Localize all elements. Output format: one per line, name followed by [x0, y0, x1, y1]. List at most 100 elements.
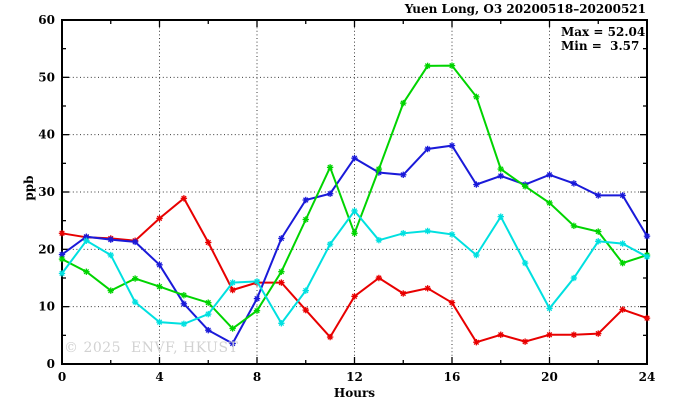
red-marker — [279, 280, 283, 285]
green-marker — [157, 285, 162, 289]
green-marker — [60, 257, 64, 261]
blue-marker — [426, 147, 430, 151]
cyan-marker — [645, 255, 649, 259]
red-marker — [206, 240, 210, 245]
stats-annotation: Max = 52.04 Min = 3.57 — [561, 25, 645, 53]
green-marker — [523, 184, 527, 188]
blue-marker — [572, 181, 576, 185]
chart-title: Yuen Long, O3 20200518–20200521 — [404, 2, 646, 16]
red-marker — [621, 307, 625, 312]
min-value-label: Min = 3.57 — [561, 39, 640, 53]
cyan-marker — [621, 242, 625, 246]
cyan-marker — [60, 271, 64, 276]
cyan-marker — [255, 279, 259, 284]
watermark: © 2025 ENVF, HKUST — [64, 340, 239, 356]
y-tick-label: 50 — [38, 70, 55, 84]
cyan-marker — [450, 232, 454, 237]
blue-marker — [547, 173, 552, 177]
red-marker — [401, 291, 405, 296]
green-marker — [304, 217, 308, 222]
cyan-marker — [523, 261, 527, 265]
x-tick-label: 8 — [253, 370, 261, 384]
blue-marker — [206, 328, 210, 332]
red-marker — [328, 335, 332, 339]
green-marker — [109, 289, 113, 293]
red-marker — [572, 333, 576, 337]
x-tick-label: 16 — [444, 370, 461, 384]
red-marker — [182, 196, 186, 200]
green-marker — [401, 101, 405, 105]
x-tick-label: 4 — [155, 370, 163, 384]
blue-marker — [377, 170, 381, 175]
series-red-line — [61, 196, 648, 344]
cyan-marker — [377, 238, 381, 242]
cyan-marker — [157, 320, 162, 324]
blue-marker — [645, 234, 649, 238]
red-marker — [450, 301, 454, 305]
green-marker — [450, 64, 454, 68]
cyan-marker — [401, 231, 405, 235]
red-marker — [523, 340, 527, 344]
green-marker — [206, 301, 210, 305]
red-marker — [231, 288, 235, 292]
y-tick-label: 30 — [38, 185, 55, 199]
cyan-marker — [133, 300, 137, 304]
green-marker — [182, 293, 186, 297]
blue-marker — [60, 252, 64, 257]
y-axis-label: ppb — [22, 175, 36, 201]
x-axis-label: Hours — [333, 386, 376, 400]
cyan-marker — [84, 239, 88, 243]
blue-marker — [255, 297, 259, 301]
y-tick-label: 10 — [38, 300, 55, 314]
blue-marker — [328, 192, 332, 196]
blue-marker — [109, 237, 113, 242]
green-marker — [84, 270, 88, 274]
cyan-marker — [352, 209, 357, 213]
x-tick-label: 24 — [639, 370, 656, 384]
y-tick-label: 0 — [47, 357, 55, 371]
blue-marker — [499, 174, 503, 178]
red-marker — [645, 316, 649, 320]
red-marker — [377, 276, 381, 280]
green-marker — [426, 64, 430, 68]
blue-marker — [157, 263, 162, 267]
cyan-marker — [109, 253, 113, 257]
cyan-marker — [304, 289, 308, 293]
blue-marker — [133, 240, 137, 244]
y-tick-label: 40 — [38, 128, 55, 142]
blue-marker — [304, 198, 308, 202]
max-value-label: Max = 52.04 — [561, 25, 646, 39]
green-marker — [499, 167, 503, 171]
red-marker — [547, 333, 552, 337]
green-marker — [328, 165, 332, 169]
blue-marker — [596, 193, 600, 198]
cyan-marker — [572, 276, 576, 280]
green-marker — [133, 276, 137, 281]
blue-marker — [182, 302, 186, 306]
green-marker — [621, 261, 625, 265]
green-marker — [279, 270, 283, 274]
red-marker — [60, 231, 64, 235]
cyan-marker — [596, 239, 600, 243]
green-marker — [377, 167, 381, 171]
y-tick-label: 60 — [38, 13, 55, 27]
cyan-marker — [547, 306, 552, 310]
green-marker — [231, 326, 235, 331]
cyan-marker — [231, 280, 235, 285]
y-tick-label: 20 — [38, 242, 55, 256]
blue-marker — [84, 235, 88, 239]
red-marker — [474, 340, 478, 344]
blue-marker — [279, 236, 283, 241]
red-marker — [304, 308, 308, 312]
green-marker — [474, 95, 478, 99]
blue-marker — [450, 143, 454, 148]
cyan-marker — [206, 312, 210, 316]
red-marker — [426, 286, 430, 290]
cyan-marker — [182, 322, 186, 326]
red-marker — [596, 332, 600, 336]
cyan-marker — [426, 229, 430, 233]
axes-frame — [61, 19, 648, 365]
green-marker — [547, 201, 552, 205]
